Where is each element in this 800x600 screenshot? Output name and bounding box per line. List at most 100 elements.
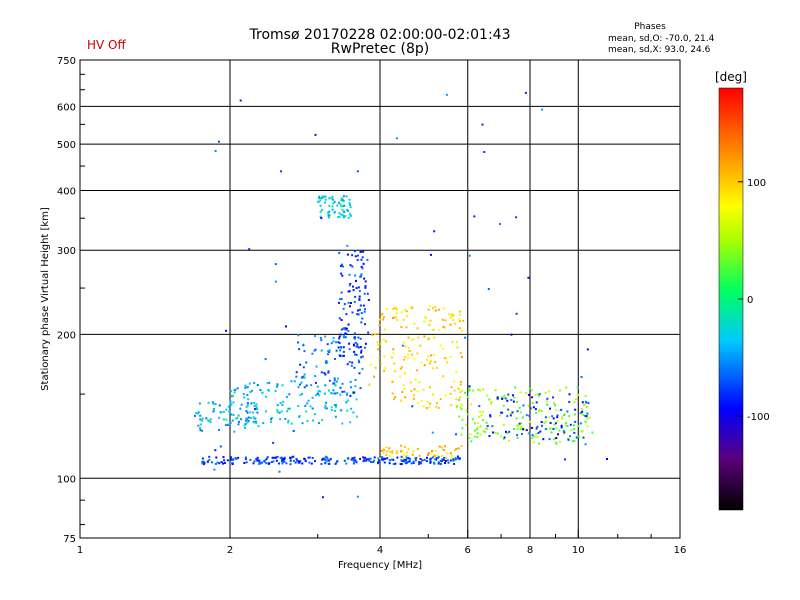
echo-point [309, 405, 312, 408]
echo-point [357, 286, 360, 289]
echo-point [229, 422, 232, 425]
echo-point [407, 347, 410, 349]
echo-point [298, 383, 301, 386]
echo-point [553, 423, 556, 426]
echo-point [356, 259, 359, 261]
echo-point [388, 450, 391, 453]
echo-point [380, 362, 383, 365]
echo-point [294, 461, 297, 464]
echo-point [334, 415, 337, 418]
echo-point [320, 463, 323, 465]
echo-point [234, 388, 237, 391]
stats-heading: Phases [634, 22, 666, 32]
echo-point [541, 424, 543, 427]
echo-point [350, 302, 352, 304]
echo-point [391, 392, 394, 395]
echo-point [208, 419, 211, 422]
echo-point [333, 404, 336, 406]
echo-point [276, 409, 279, 412]
echo-point [297, 341, 299, 344]
echo-point [321, 458, 324, 461]
echo-point [327, 216, 330, 219]
echo-point [555, 437, 558, 439]
y-tick-label: 200 [57, 330, 76, 341]
echo-point [229, 400, 232, 403]
echo-point [559, 440, 562, 443]
echo-point [354, 255, 357, 258]
echo-point [501, 411, 504, 414]
echo-point [348, 284, 351, 287]
echo-point [531, 434, 534, 437]
echo-point [534, 408, 537, 411]
echo-point [314, 460, 316, 463]
echo-point [405, 457, 408, 460]
y-tick-label: 100 [57, 474, 76, 485]
echo-point [559, 389, 561, 392]
echo-point [435, 457, 438, 460]
echo-point [377, 356, 380, 359]
echo-point [240, 403, 243, 406]
echo-point [579, 411, 582, 414]
echo-point [230, 403, 233, 406]
echo-point [588, 416, 591, 419]
echo-point [343, 303, 346, 306]
x-tick-label: 4 [377, 545, 383, 556]
echo-point [583, 403, 586, 406]
echo-point [381, 456, 384, 459]
echo-point [392, 348, 395, 351]
echo-point [407, 356, 410, 359]
echo-point [582, 436, 585, 439]
echo-point [403, 453, 406, 456]
echo-point [281, 458, 284, 461]
echo-point [426, 400, 429, 403]
echo-point [245, 410, 248, 412]
echo-point [356, 170, 359, 173]
echo-point [314, 413, 316, 416]
echo-point [540, 410, 543, 412]
echo-point [385, 446, 388, 449]
echo-point [325, 401, 327, 404]
echo-point [315, 394, 318, 397]
echo-point [314, 348, 317, 351]
echo-point [408, 460, 411, 463]
echo-point [431, 367, 434, 370]
echo-point [403, 458, 406, 461]
echo-point [257, 425, 260, 428]
echo-point [341, 199, 344, 202]
echo-point [255, 458, 258, 461]
echo-point [237, 456, 240, 459]
echo-point [469, 433, 472, 436]
echo-point [461, 427, 464, 430]
echo-point [551, 415, 554, 418]
echo-point [340, 272, 343, 275]
echo-point [254, 420, 257, 423]
echo-point [358, 290, 361, 293]
echo-point [319, 390, 322, 393]
echo-point [370, 460, 372, 463]
echo-point [581, 410, 584, 413]
echo-point [392, 458, 395, 461]
echo-point [587, 401, 590, 404]
echo-point [360, 273, 363, 276]
echo-point [439, 459, 442, 462]
echo-point [378, 459, 380, 462]
echo-point [358, 372, 361, 375]
echo-point [399, 375, 401, 378]
echo-point [285, 395, 288, 398]
echo-point [450, 457, 453, 460]
echo-point [429, 362, 431, 365]
echo-point [342, 346, 345, 349]
echo-point [470, 403, 473, 406]
echo-point [377, 461, 380, 464]
echo-point [407, 447, 410, 450]
echo-point [554, 404, 556, 407]
echo-point [235, 417, 238, 420]
echo-point [246, 386, 249, 389]
echo-point [393, 398, 395, 401]
echo-point [548, 438, 551, 441]
echo-point [201, 457, 204, 460]
echo-point [530, 426, 533, 429]
echo-point [451, 340, 454, 343]
echo-point [411, 306, 414, 309]
echo-point [305, 410, 308, 413]
